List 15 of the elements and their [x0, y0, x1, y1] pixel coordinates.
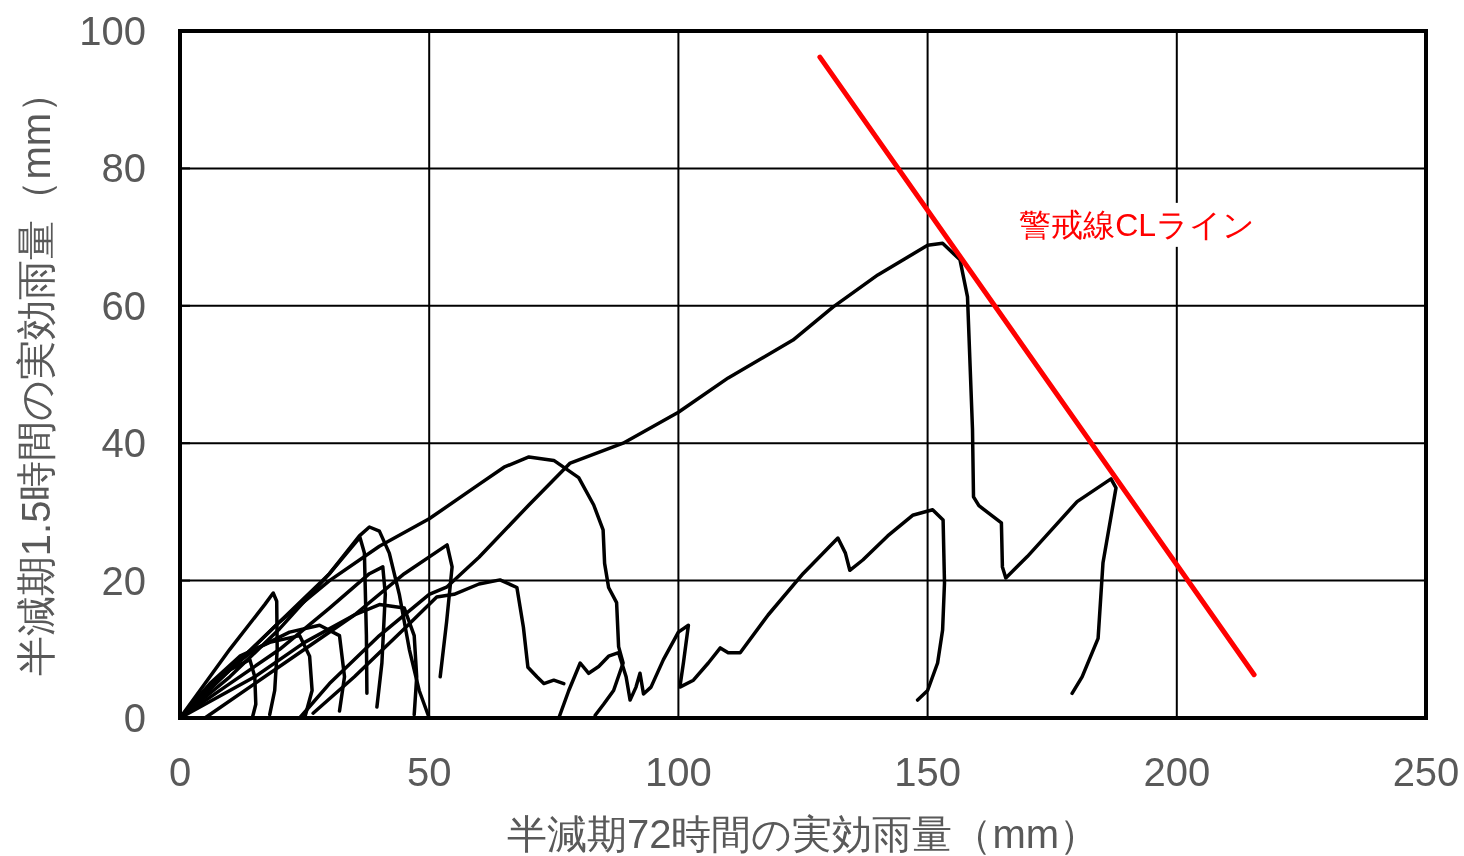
x-tick-label: 0 — [168, 750, 192, 794]
x-tick-label: 250 — [1392, 750, 1460, 794]
y-tick-label: 0 — [123, 696, 146, 740]
x-tick-label: 200 — [1143, 750, 1211, 794]
x-tick-label: 50 — [406, 750, 452, 794]
x-tick-label: 150 — [894, 750, 961, 794]
y-tick-label: 20 — [101, 558, 146, 603]
y-tick-label: 40 — [101, 421, 146, 466]
y-tick-label: 60 — [101, 283, 146, 328]
y-axis-title: 半減期1.5時間の実効雨量（mm） — [14, 72, 58, 677]
y-tick-label: 80 — [101, 146, 146, 191]
series-label: 警戒線CLライン — [1019, 206, 1256, 243]
x-tick-label: 100 — [645, 750, 712, 794]
x-axis-title: 半減期72時間の実効雨量（mm） — [506, 812, 1100, 856]
y-tick-label: 100 — [79, 9, 146, 53]
